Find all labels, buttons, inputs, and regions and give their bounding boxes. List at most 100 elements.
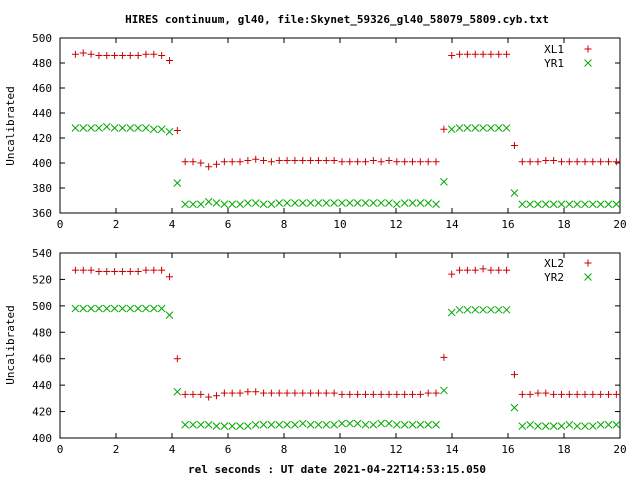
top-xl1-point: [495, 50, 503, 58]
top-ytick-label: 380: [32, 182, 52, 195]
bottom-xl2-point: [573, 390, 581, 398]
chart-title: HIRES continuum, gl40, file:Skynet_59326…: [125, 13, 549, 26]
bottom-xtick-label: 0: [57, 443, 64, 456]
bottom-yr2-point: [494, 305, 503, 314]
bottom-yr2-point: [118, 304, 127, 313]
bottom-xl2-point: [487, 266, 495, 274]
top-xl1-point: [126, 52, 134, 59]
bottom-yr2-point: [165, 311, 174, 319]
bottom-ytick-label: 480: [32, 326, 52, 339]
bottom-xl2-point: [479, 265, 487, 273]
bottom-xl2-point: [181, 390, 189, 398]
bottom-yr2-point: [557, 422, 566, 430]
top-xl1-point: [275, 157, 283, 164]
top-yr1-point: [87, 124, 95, 132]
top-yr1-point: [71, 124, 80, 132]
bottom-xtick-label: 6: [225, 443, 232, 456]
bottom-xl2-point: [134, 268, 142, 275]
bottom-xl2-point: [197, 390, 205, 398]
legend-marker-xl2: [584, 259, 592, 267]
bottom-yr2-point: [236, 422, 244, 430]
bottom-xl2-point: [526, 390, 534, 398]
top-xl1-point: [213, 160, 221, 168]
bottom-xl2-point: [409, 390, 417, 398]
top-xl1-point: [440, 125, 448, 133]
bottom-yr2-point: [71, 304, 80, 313]
top-yr1-point: [487, 124, 495, 132]
bottom-yr2-point: [400, 420, 409, 429]
top-xl1-point: [197, 159, 205, 167]
top-ytick-label: 480: [32, 57, 52, 70]
bottom-yr2-point: [345, 419, 354, 428]
bottom-ytick-label: 420: [32, 406, 52, 419]
top-xl1-point: [361, 158, 369, 166]
legend-label-xl1: XL1: [544, 43, 564, 56]
top-yr1-point: [573, 200, 582, 209]
top-xl1-point: [526, 158, 534, 166]
bottom-xl2-point: [126, 268, 134, 275]
top-yr1-point: [345, 199, 354, 207]
legend-label-xl2: XL2: [544, 257, 564, 270]
bottom-xtick-label: 18: [557, 443, 570, 456]
top-yr1-point: [291, 199, 299, 207]
top-yr1-point: [251, 199, 260, 207]
top-yr1-point: [157, 125, 166, 134]
top-yr1-point: [377, 199, 386, 207]
top-panel: 0 2 4 6 8 10 12 14 16 18 20 360 380 400 420 440 460 480 50…: [4, 32, 627, 231]
bottom-xl2-point: [338, 390, 346, 398]
bottom-xl2-point: [142, 266, 150, 274]
top-yr1-point: [204, 197, 213, 206]
top-yr1-point: [149, 125, 158, 134]
top-xl1-point: [283, 157, 291, 164]
top-xl1-point: [581, 158, 589, 166]
bottom-xl2-point: [158, 266, 166, 274]
top-yr1-point: [447, 125, 456, 134]
top-yr1-point: [369, 199, 378, 207]
bottom-yr2-point: [581, 422, 589, 430]
top-yr1-point: [408, 199, 417, 207]
top-yr1-point: [267, 200, 276, 209]
legend-marker-yr2: [584, 273, 592, 281]
bottom-xl2-point: [432, 389, 440, 397]
bottom-yr2-point: [440, 386, 448, 395]
bottom-yr2-point: [110, 304, 119, 313]
top-ytick-label: 420: [32, 132, 52, 145]
top-xl1-point: [401, 158, 409, 166]
bottom-xl2-point: [597, 390, 605, 398]
top-xl1-point: [456, 50, 464, 58]
top-yr1-point: [275, 199, 284, 207]
top-xl1-point: [338, 158, 346, 166]
bottom-xl2-point: [228, 389, 236, 397]
top-yr1-point: [126, 124, 135, 132]
bottom-yr2-point: [408, 420, 417, 429]
bottom-xl2-point: [534, 389, 542, 397]
top-xtick-label: 10: [333, 218, 346, 231]
top-xtick-label: 4: [169, 218, 176, 231]
bottom-yr2-point: [487, 305, 495, 314]
bottom-yr2-point: [455, 305, 464, 314]
bottom-xl2-point: [267, 389, 275, 397]
top-yr1-point: [79, 124, 88, 132]
top-xl1-point: [165, 57, 173, 64]
top-yr1-point: [134, 124, 142, 132]
top-yr1-point: [306, 199, 315, 207]
top-yr1-point: [455, 124, 464, 132]
bottom-xl2-point: [95, 268, 103, 275]
bottom-yr2-point: [322, 420, 331, 429]
bottom-legend: XL2 YR2: [544, 257, 592, 284]
top-xl1-point: [236, 158, 244, 166]
top-xl1-point: [150, 50, 158, 58]
top-xl1-point: [589, 158, 597, 166]
top-yr1-point: [479, 124, 487, 132]
bottom-yr2-point: [549, 422, 558, 430]
bottom-xl2-point: [314, 389, 322, 397]
bottom-yr2-point: [134, 304, 142, 313]
bottom-xl2-point: [103, 268, 111, 275]
bottom-yr2-point: [275, 420, 284, 429]
top-yr1-point: [541, 200, 550, 209]
bottom-axes: 0 2 4 6 8 10 12 14 16 18 20 400 420 440 460 480 500 520 54…: [32, 247, 627, 456]
top-yr1-point: [338, 199, 346, 207]
bottom-yr2-point: [392, 420, 401, 429]
top-xl1-point: [71, 50, 79, 58]
bottom-yr2-point: [142, 304, 150, 313]
